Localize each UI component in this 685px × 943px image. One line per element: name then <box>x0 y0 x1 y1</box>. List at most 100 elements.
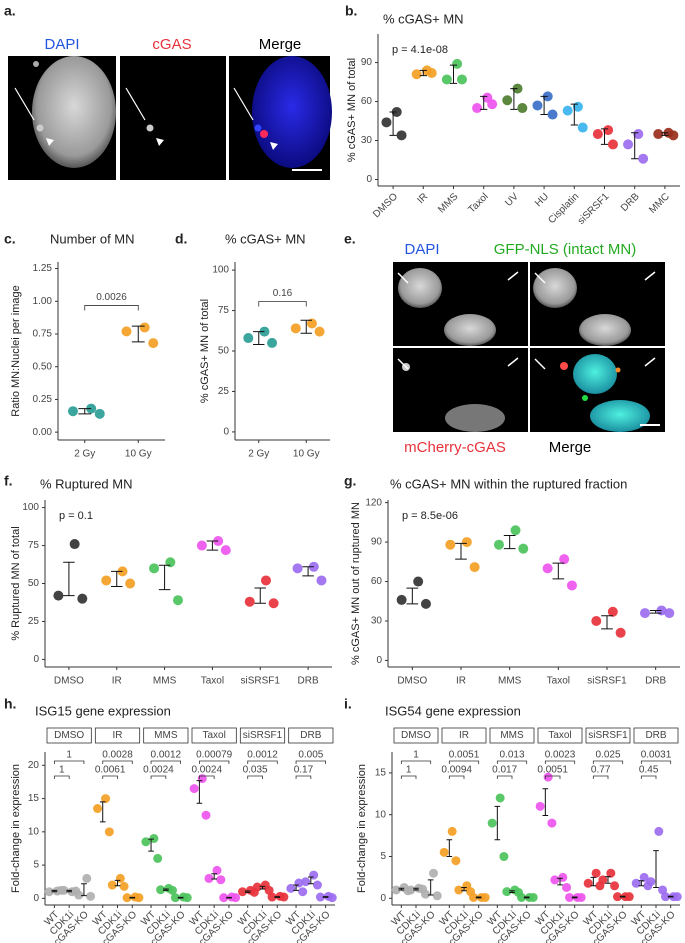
data-point <box>182 893 192 903</box>
data-point <box>603 125 614 136</box>
error-bar <box>274 896 281 898</box>
error-bar <box>131 325 145 343</box>
bracket <box>640 760 672 764</box>
bracket-label: 0.005 <box>298 750 323 761</box>
bracket <box>150 775 167 779</box>
error-bar <box>99 801 106 823</box>
data-point <box>426 67 437 78</box>
x-tick-label: siSRSF1 <box>576 191 612 227</box>
bracket-label: 0.17 <box>294 765 314 776</box>
nucleus <box>579 314 631 346</box>
x-tick-label: Taxol <box>201 676 224 687</box>
x-tick-label: DRB <box>298 676 319 687</box>
chart-title: % cGAS+ MN <box>383 11 464 26</box>
data-point <box>576 892 586 902</box>
data-point <box>528 892 538 902</box>
data-point <box>577 122 588 133</box>
bracket <box>53 775 70 779</box>
data-point <box>543 772 553 782</box>
data-point <box>93 804 103 814</box>
data-point <box>290 323 301 334</box>
error-bar <box>540 95 548 116</box>
data-point <box>201 810 211 820</box>
error-bar <box>114 879 121 887</box>
error-bar <box>259 885 266 890</box>
y-tick-label: 120 <box>365 497 382 508</box>
data-point <box>252 882 262 892</box>
facet-strip <box>239 727 286 744</box>
data-point <box>591 615 602 626</box>
y-tick-label: 100 <box>212 265 229 276</box>
error-bar <box>600 128 609 145</box>
data-point <box>59 885 69 895</box>
data-point <box>101 575 112 586</box>
facet-label: DMSO <box>54 730 84 741</box>
data-point <box>598 875 608 885</box>
data-point <box>439 847 449 857</box>
error-bar <box>446 839 453 858</box>
facet-label: Taxol <box>202 730 225 741</box>
y-tick-label: 25 <box>28 616 40 627</box>
bracket <box>295 775 312 779</box>
bracket-label: 0.013 <box>499 750 524 761</box>
error-bar <box>619 895 626 898</box>
micronucleus <box>146 124 154 132</box>
facet-strip <box>441 727 487 744</box>
error-bar <box>494 805 501 841</box>
bracket-label: 0.0031 <box>641 750 672 761</box>
y-tick-label: 50 <box>28 578 40 589</box>
y-tick-label: 60 <box>361 96 373 107</box>
micronucleus <box>254 124 262 132</box>
bracket <box>198 775 215 779</box>
error-bar <box>557 877 563 886</box>
panel-label: d. <box>175 231 187 247</box>
data-point <box>631 878 641 888</box>
facet-label: Taxol <box>548 730 571 741</box>
error-bar <box>322 896 329 898</box>
nucleus <box>590 400 650 432</box>
error-bar <box>300 319 312 334</box>
error-bar <box>449 64 458 84</box>
arrow <box>233 87 254 121</box>
data-point <box>664 608 675 619</box>
error-bar <box>509 890 515 893</box>
bracket-label: 1 <box>66 750 72 761</box>
error-bar <box>111 570 123 588</box>
micronucleus <box>36 124 44 132</box>
data-point <box>565 892 575 902</box>
facet-strip <box>143 727 189 744</box>
y-tick-label: 0.75 <box>33 329 53 340</box>
data-point <box>547 109 558 120</box>
data-point <box>172 595 183 606</box>
data-point <box>77 593 88 604</box>
error-bar <box>542 788 549 817</box>
data-point <box>170 893 180 903</box>
data-point <box>212 865 222 875</box>
bracket-label: 0.035 <box>243 765 268 776</box>
bracket-label: 1 <box>413 750 419 761</box>
x-tick-label: siSRSF1 <box>241 676 281 687</box>
bracket-label: 0.16 <box>273 288 293 299</box>
x-tick-label: IR <box>456 676 466 687</box>
bracket <box>544 760 576 764</box>
data-point <box>260 575 271 586</box>
x-tick-label: Cisplatin <box>546 191 581 226</box>
data-point <box>231 893 241 903</box>
facet-strip <box>537 727 583 744</box>
chart-title: % Ruptured MN <box>40 476 132 491</box>
y-tick-label: 75 <box>28 540 40 551</box>
y-tick-label: 0 <box>223 427 229 438</box>
bracket-label: 0.0061 <box>95 765 126 776</box>
data-point <box>493 539 504 550</box>
facet-label: MMS <box>500 730 524 741</box>
x-tick-label: 2 Gy <box>248 449 269 460</box>
data-point <box>445 539 456 550</box>
data-point <box>220 545 231 556</box>
x-tick-label: MMC <box>647 191 672 216</box>
y-tick-label: 0.50 <box>33 361 53 372</box>
error-bar <box>571 896 578 899</box>
data-point <box>189 784 199 794</box>
data-point <box>559 554 570 565</box>
data-point <box>421 889 431 899</box>
panel-label: i. <box>344 696 352 712</box>
